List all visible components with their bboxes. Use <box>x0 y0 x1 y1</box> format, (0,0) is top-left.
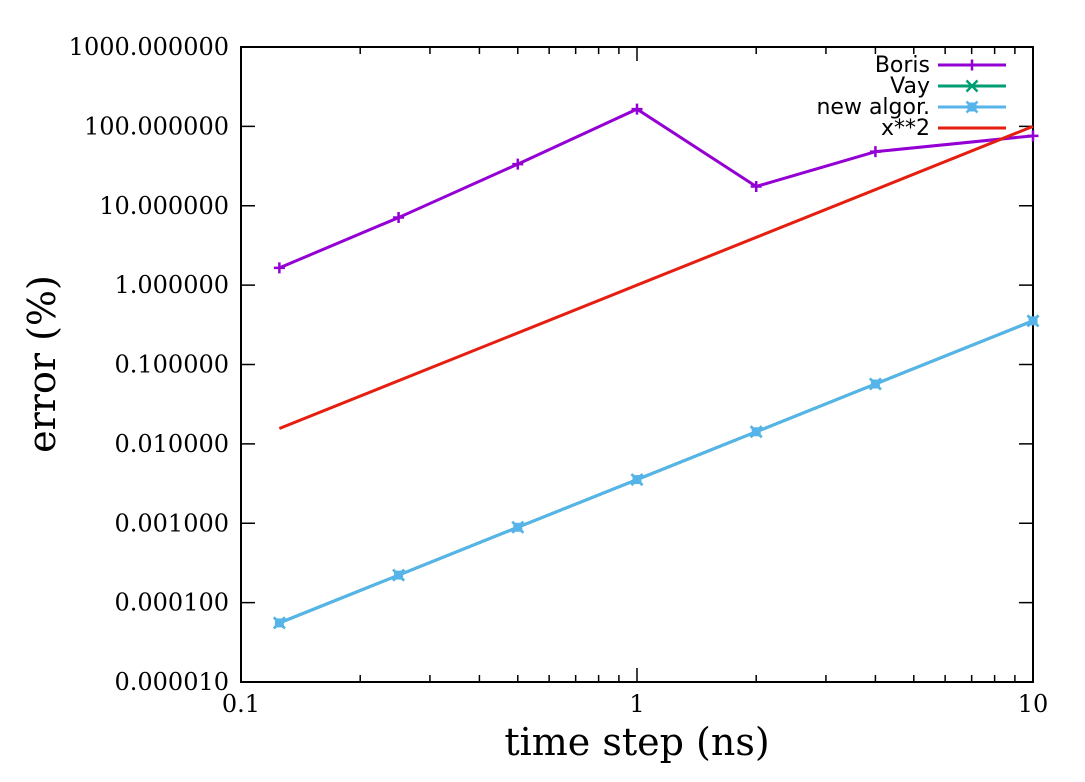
series-new-algor-point-cross <box>630 473 644 486</box>
legend-new-algor-point-cross <box>965 100 979 114</box>
series-boris-point <box>512 158 524 170</box>
legend-label-x-2: x**2 <box>881 116 930 141</box>
plot-area-frame <box>240 46 1034 683</box>
y-tick-label: 0.010000 <box>114 430 229 458</box>
series-boris <box>273 103 1039 274</box>
series-new-algor-point-cross <box>392 568 405 582</box>
y-tick-label: 0.000010 <box>114 668 229 696</box>
series-new-algor-point-cross <box>511 520 525 534</box>
series-new-algor <box>272 314 1040 630</box>
legend-boris-point <box>966 59 978 71</box>
y-tick-label: 0.000100 <box>114 589 229 617</box>
legend-vay-point <box>965 79 979 93</box>
series-boris-point <box>273 262 285 274</box>
series-new-algor-point-cross <box>749 425 763 439</box>
x-tick-label: 0.1 <box>222 690 260 718</box>
legend-label-vay: Vay <box>890 74 930 99</box>
x-tick-label: 1 <box>629 690 644 718</box>
series-x-2 <box>278 124 1034 430</box>
y-tick-label: 0.100000 <box>114 351 229 379</box>
series-boris-point <box>869 146 881 158</box>
series-new-algor-point-cross <box>272 616 286 630</box>
y-tick-label: 1000.000000 <box>69 33 229 61</box>
series-new-algor-point-cross <box>869 377 882 391</box>
axis-ticks: 0.1 1 10 0.000010 0.000100 0.001000 0.010000 0.… <box>69 33 1049 718</box>
y-axis-title: error (%) <box>20 275 64 453</box>
x-tick-label: 10 <box>1018 690 1049 718</box>
series-x-2-line <box>278 124 1034 430</box>
series-new-algor-point-cross <box>1026 314 1040 328</box>
series-boris-point <box>750 180 762 192</box>
series-boris-point <box>1027 130 1039 142</box>
x-axis-title: time step (ns) <box>504 720 769 764</box>
series-new-algor-line <box>278 319 1034 625</box>
legend-label-new-algor: new algor. <box>816 95 930 120</box>
y-tick-label: 100.000000 <box>84 112 229 140</box>
y-tick-label: 0.001000 <box>114 509 229 537</box>
y-tick-label: 10.000000 <box>99 192 229 220</box>
series-boris-point <box>631 103 643 115</box>
legend-label-boris: Boris <box>875 53 930 78</box>
series-layer <box>272 103 1040 630</box>
y-tick-label: 1.000000 <box>114 271 229 299</box>
series-boris-point <box>393 212 405 224</box>
